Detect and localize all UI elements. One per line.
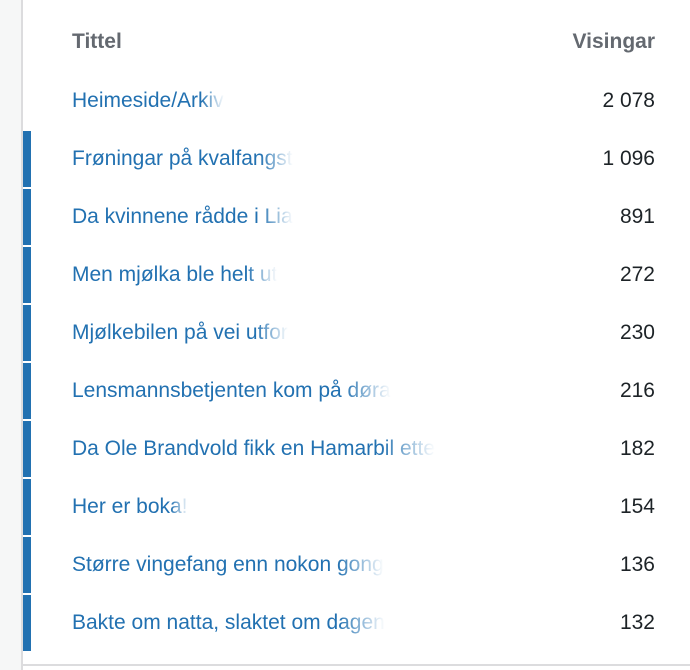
table-row: Bakte om natta, slaktet om dagen 132 (23, 595, 690, 653)
table-row: Da Ole Brandvold fikk en Hamarbil ette 1… (23, 421, 690, 479)
views-bar (23, 305, 31, 361)
post-title-link[interactable]: Da Ole Brandvold fikk en Hamarbil ette (72, 437, 435, 460)
post-title-link[interactable]: Frøningar på kvalfangst (72, 147, 293, 170)
view-count: 154 (619, 495, 655, 518)
table-row: Heimeside/Arkiv 2 078 (23, 73, 690, 131)
top-posts-table: Tittel Visingar Heimeside/Arkiv 2 078 Fr… (23, 0, 690, 666)
view-count: 272 (619, 263, 655, 286)
post-title-link[interactable]: Lensmannsbetjenten kom på døra (72, 379, 391, 402)
view-count: 1 096 (602, 147, 655, 170)
views-bar (23, 247, 31, 303)
post-title-link[interactable]: Heimeside/Arkiv (72, 89, 224, 112)
column-header-views: Visingar (572, 30, 655, 53)
views-bar (23, 595, 31, 651)
views-bar (23, 363, 31, 419)
table-row: Men mjølka ble helt ut 272 (23, 247, 690, 305)
post-title-link[interactable]: Større vingefang enn nokon gong (72, 553, 384, 576)
table-row: Her er boka! 154 (23, 479, 690, 537)
view-count: 182 (619, 437, 655, 460)
table-row: Lensmannsbetjenten kom på døra 216 (23, 363, 690, 421)
post-title-link[interactable]: Her er boka! (72, 495, 188, 518)
table-row: Mjølkebilen på vei utfor 230 (23, 305, 690, 363)
table-row: Da kvinnene rådde i Lia 891 (23, 189, 690, 247)
view-count: 891 (619, 205, 655, 228)
table-row: Frøningar på kvalfangst 1 096 (23, 131, 690, 189)
table-header: Tittel Visingar (23, 18, 690, 68)
view-count: 230 (619, 321, 655, 344)
views-bar (23, 479, 31, 535)
views-bar (23, 421, 31, 477)
views-bar (23, 189, 31, 245)
post-title-link[interactable]: Bakte om natta, slaktet om dagen (72, 611, 385, 634)
table-row: Større vingefang enn nokon gong 136 (23, 537, 690, 595)
table-body: Heimeside/Arkiv 2 078 Frøningar på kvalf… (23, 73, 690, 653)
column-header-title: Tittel (72, 30, 122, 53)
view-count: 216 (619, 379, 655, 402)
views-bar (23, 131, 31, 187)
views-bar (23, 537, 31, 593)
post-title-link[interactable]: Men mjølka ble helt ut (72, 263, 278, 286)
post-title-link[interactable]: Da kvinnene rådde i Lia (72, 205, 293, 228)
post-title-link[interactable]: Mjølkebilen på vei utfor (72, 321, 288, 344)
left-gutter (0, 0, 23, 670)
view-count: 2 078 (602, 89, 655, 112)
view-count: 136 (619, 553, 655, 576)
view-count: 132 (619, 611, 655, 634)
